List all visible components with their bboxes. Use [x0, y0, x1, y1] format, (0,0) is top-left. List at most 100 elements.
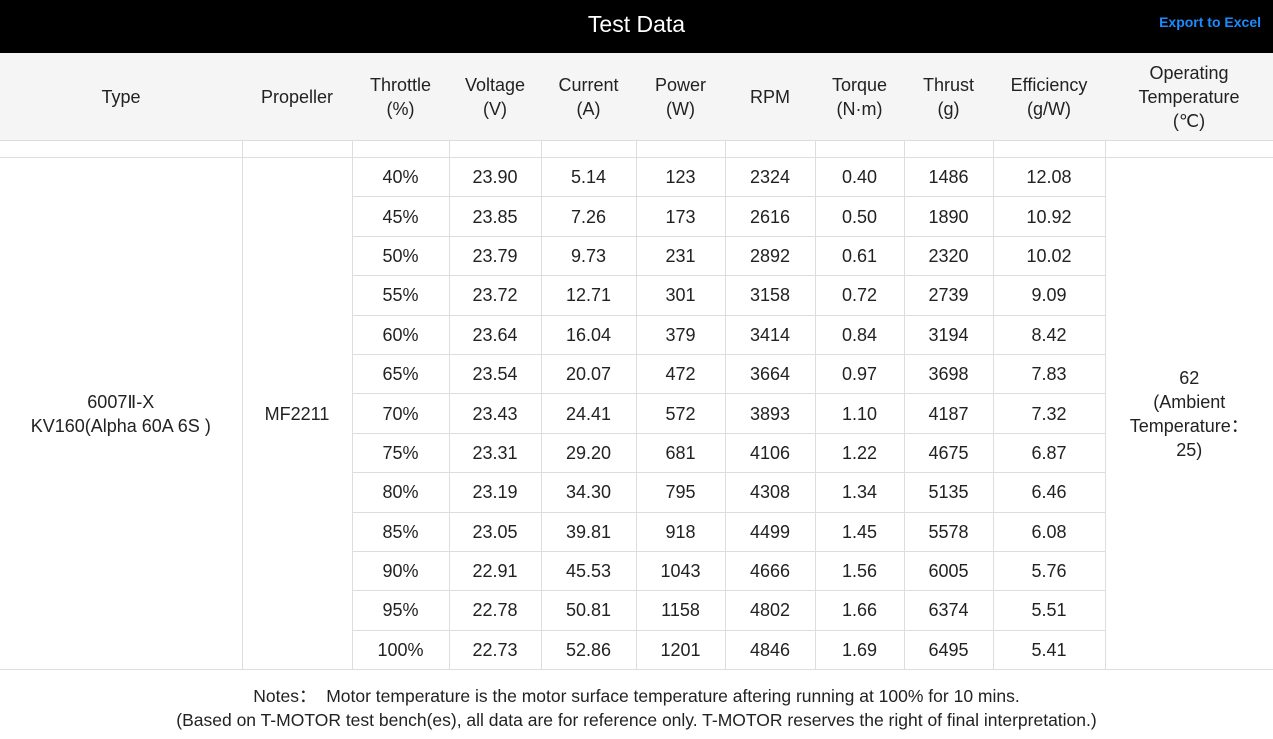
- data-row: 60% 23.64 16.04 379 3414 0.84 3194 8.42: [0, 314, 1273, 355]
- data-cell: 22.78: [448, 590, 542, 631]
- data-cell: 0.40: [814, 156, 905, 198]
- data-cell: 7.32: [992, 393, 1105, 434]
- data-cell: 5.51: [992, 590, 1105, 631]
- temperature-cell: 62 (Ambient Temperature： 25): [1104, 156, 1273, 671]
- data-cell: 1.22: [814, 432, 905, 474]
- data-cell: 40%: [351, 156, 450, 198]
- data-cell: 8.42: [992, 314, 1105, 355]
- data-cell: 1486: [903, 156, 994, 198]
- data-cell: 23.43: [448, 393, 542, 434]
- data-cell: 5578: [903, 511, 994, 552]
- cut-cell: [241, 140, 353, 158]
- data-cell: 34.30: [540, 472, 637, 513]
- data-cell: 1158: [635, 590, 726, 631]
- data-cell: 1.56: [814, 550, 905, 592]
- data-cell: 2739: [903, 275, 994, 316]
- data-cell: 95%: [352, 590, 450, 631]
- data-row: 75% 23.31 29.20 681 4106 1.22 4675 6.87: [0, 432, 1273, 474]
- data-cell: 4666: [724, 550, 816, 592]
- data-cell: 23.90: [448, 156, 542, 198]
- data-cell: 29.20: [540, 432, 637, 474]
- data-cell: 1043: [635, 550, 726, 592]
- cut-cell: [540, 140, 637, 158]
- data-cell: 85%: [352, 511, 450, 552]
- cut-row: [0, 140, 1273, 158]
- data-cell: 52.86: [540, 629, 637, 671]
- data-cell: 0.61: [814, 235, 905, 277]
- data-row: 65% 23.54 20.07 472 3664 0.97 3698 7.83: [0, 353, 1273, 395]
- cut-cell: [992, 140, 1106, 158]
- note-line: (Based on T-MOTOR test bench(es), all da…: [176, 710, 1097, 731]
- type-cell: 6007Ⅱ-X KV160(Alpha 60A 6S ): [0, 156, 243, 671]
- column-header: Propeller: [242, 53, 352, 141]
- data-cell: 0.84: [814, 314, 905, 355]
- cut-cell: [724, 140, 816, 158]
- column-header: Thrust (g): [904, 53, 993, 141]
- data-cell: 12.71: [540, 275, 637, 316]
- data-cell: 1.66: [814, 590, 905, 631]
- data-cell: 50%: [352, 235, 450, 277]
- data-cell: 4846: [724, 629, 816, 671]
- data-cell: 4802: [724, 590, 816, 631]
- data-cell: 24.41: [540, 393, 637, 434]
- data-cell: 65%: [352, 353, 450, 395]
- data-cell: 39.81: [540, 511, 637, 552]
- column-header: Current (A): [541, 53, 636, 141]
- cut-cell: [0, 140, 243, 158]
- data-cell: 6.08: [992, 511, 1105, 552]
- notes: Notes： Motor temperature is the motor su…: [0, 670, 1273, 732]
- data-cell: 572: [635, 393, 726, 434]
- data-cell: 6.46: [992, 472, 1105, 513]
- table-body: 6007Ⅱ-X KV160(Alpha 60A 6S ) MF2211 40% 23.…: [0, 140, 1273, 671]
- data-row: 55% 23.72 12.71 301 3158 0.72 2739 9.09: [0, 275, 1273, 316]
- export-link[interactable]: Export to Excel: [1159, 14, 1261, 30]
- data-cell: 3664: [724, 353, 816, 395]
- data-table: Type Propeller Throttle (%) Voltage (V) Curr…: [0, 53, 1273, 671]
- data-cell: 23.05: [448, 511, 542, 552]
- data-cell: 1890: [903, 196, 994, 237]
- data-cell: 6.87: [992, 432, 1105, 474]
- cut-cell: [903, 140, 994, 158]
- data-row: 90% 22.91 45.53 1043 4666 1.56 6005 5.76: [0, 550, 1273, 592]
- data-cell: 5.76: [992, 550, 1105, 592]
- data-cell: 60%: [352, 314, 450, 355]
- data-cell: 3414: [724, 314, 816, 355]
- data-cell: 4187: [903, 393, 994, 434]
- data-row: 50% 23.79 9.73 231 2892 0.61 2320 10.02: [0, 235, 1273, 277]
- data-cell: 23.72: [448, 275, 542, 316]
- data-cell: 1.45: [814, 511, 905, 552]
- column-header: Voltage (V): [449, 53, 541, 141]
- data-row: 80% 23.19 34.30 795 4308 1.34 5135 6.46: [0, 472, 1273, 513]
- data-cell: 4308: [724, 472, 816, 513]
- data-cell: 55%: [352, 275, 450, 316]
- data-cell: 70%: [352, 393, 450, 434]
- column-header: Operating Temperature (℃): [1105, 53, 1273, 141]
- data-cell: 6495: [903, 629, 994, 671]
- data-cell: 472: [635, 353, 726, 395]
- data-cell: 10.92: [992, 196, 1105, 237]
- data-cell: 6005: [903, 550, 994, 592]
- data-cell: 4106: [724, 432, 816, 474]
- data-cell: 795: [635, 472, 726, 513]
- data-cell: 3158: [724, 275, 816, 316]
- propeller-cell: MF2211: [241, 156, 353, 671]
- data-cell: 7.83: [992, 353, 1105, 395]
- data-cell: 1201: [635, 629, 726, 671]
- data-cell: 173: [635, 196, 726, 237]
- data-cell: 2892: [724, 235, 816, 277]
- data-cell: 1.69: [814, 629, 905, 671]
- data-cell: 23.85: [448, 196, 542, 237]
- data-cell: 80%: [352, 472, 450, 513]
- cut-cell: [814, 140, 905, 158]
- data-cell: 123: [635, 156, 726, 198]
- data-cell: 681: [635, 432, 726, 474]
- column-header: Throttle (%): [352, 53, 449, 141]
- data-cell: 0.50: [814, 196, 905, 237]
- data-cell: 75%: [352, 432, 450, 474]
- data-cell: 23.64: [448, 314, 542, 355]
- data-cell: 22.73: [448, 629, 542, 671]
- note-line: Notes： Motor temperature is the motor su…: [253, 686, 1020, 707]
- data-row: 6007Ⅱ-X KV160(Alpha 60A 6S ) MF2211 40% 23.…: [0, 156, 1273, 671]
- column-header: Efficiency (g/W): [993, 53, 1105, 141]
- data-cell: 6374: [903, 590, 994, 631]
